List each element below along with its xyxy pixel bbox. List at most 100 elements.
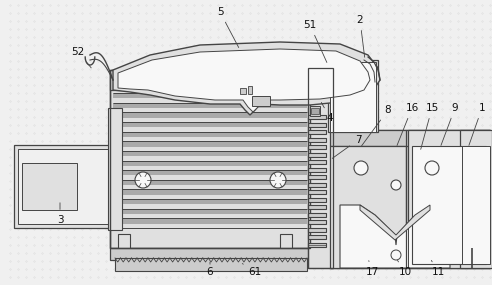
Bar bbox=[308, 182, 326, 186]
Bar bbox=[408, 130, 490, 268]
Bar bbox=[14, 145, 114, 228]
Bar bbox=[330, 62, 376, 132]
Bar bbox=[113, 195, 307, 199]
Bar bbox=[118, 234, 130, 248]
Bar bbox=[113, 185, 307, 190]
Bar bbox=[18, 149, 110, 224]
Circle shape bbox=[135, 172, 151, 188]
Circle shape bbox=[425, 161, 439, 175]
Bar bbox=[113, 204, 307, 209]
Bar bbox=[240, 88, 246, 94]
Bar bbox=[308, 68, 333, 268]
Bar bbox=[328, 60, 378, 132]
Bar bbox=[115, 258, 307, 271]
Bar bbox=[252, 96, 270, 106]
Bar bbox=[248, 86, 252, 94]
Text: 61: 61 bbox=[242, 264, 262, 277]
Bar bbox=[308, 123, 326, 127]
Bar bbox=[113, 176, 307, 180]
Bar bbox=[113, 151, 307, 156]
Polygon shape bbox=[340, 205, 450, 268]
Polygon shape bbox=[118, 49, 370, 112]
Bar bbox=[113, 190, 307, 195]
Bar bbox=[308, 175, 326, 179]
Bar bbox=[308, 130, 326, 134]
Text: 6: 6 bbox=[207, 262, 214, 277]
Bar bbox=[308, 115, 326, 119]
Bar bbox=[308, 213, 326, 217]
Bar bbox=[460, 130, 492, 268]
Bar bbox=[308, 198, 326, 201]
Text: 51: 51 bbox=[304, 20, 327, 62]
Bar bbox=[22, 163, 77, 210]
Text: 16: 16 bbox=[397, 103, 419, 145]
Polygon shape bbox=[360, 205, 430, 240]
Text: 4: 4 bbox=[321, 102, 333, 123]
Bar bbox=[308, 68, 333, 268]
Bar bbox=[110, 70, 310, 90]
Bar bbox=[113, 199, 307, 204]
Bar bbox=[113, 108, 307, 112]
Circle shape bbox=[391, 250, 401, 260]
Text: 9: 9 bbox=[441, 103, 459, 145]
Bar bbox=[308, 205, 326, 209]
Text: 15: 15 bbox=[421, 103, 439, 149]
Bar bbox=[113, 127, 307, 132]
Text: 17: 17 bbox=[366, 261, 379, 277]
Bar bbox=[113, 112, 307, 118]
Bar bbox=[308, 220, 326, 224]
Circle shape bbox=[391, 180, 401, 190]
Bar bbox=[280, 234, 292, 248]
Bar bbox=[113, 137, 307, 141]
Text: 2: 2 bbox=[357, 15, 365, 57]
Bar bbox=[113, 93, 307, 98]
Bar bbox=[330, 130, 490, 146]
Bar bbox=[113, 146, 307, 151]
Bar bbox=[462, 146, 490, 264]
Bar bbox=[308, 152, 326, 156]
Bar bbox=[113, 122, 307, 127]
Bar bbox=[311, 108, 319, 114]
Polygon shape bbox=[113, 42, 380, 115]
Bar bbox=[110, 70, 310, 248]
Text: 52: 52 bbox=[71, 47, 91, 68]
Text: 1: 1 bbox=[469, 103, 485, 145]
Bar bbox=[113, 98, 307, 103]
Bar bbox=[113, 170, 307, 176]
Bar bbox=[113, 166, 307, 170]
Bar bbox=[330, 130, 490, 268]
Text: 7: 7 bbox=[332, 135, 361, 158]
Bar bbox=[113, 132, 307, 137]
Bar bbox=[113, 118, 307, 122]
Bar bbox=[110, 70, 310, 248]
Bar bbox=[308, 145, 326, 149]
Bar bbox=[108, 108, 122, 230]
Bar bbox=[412, 146, 486, 264]
Bar bbox=[330, 146, 406, 268]
Bar bbox=[110, 248, 310, 260]
Circle shape bbox=[270, 172, 286, 188]
Bar bbox=[113, 141, 307, 146]
Text: 3: 3 bbox=[57, 203, 63, 225]
Bar bbox=[308, 227, 326, 231]
Bar bbox=[113, 218, 307, 224]
Text: 10: 10 bbox=[398, 260, 412, 277]
Bar bbox=[113, 214, 307, 218]
Text: 8: 8 bbox=[362, 105, 391, 146]
Bar bbox=[308, 190, 326, 194]
Bar bbox=[113, 160, 307, 166]
Bar bbox=[113, 209, 307, 214]
Text: 11: 11 bbox=[431, 260, 445, 277]
Bar bbox=[113, 224, 307, 228]
Bar bbox=[310, 106, 320, 116]
Bar bbox=[308, 137, 326, 141]
Bar bbox=[308, 235, 326, 239]
Circle shape bbox=[354, 161, 368, 175]
Bar bbox=[308, 243, 326, 247]
Bar bbox=[113, 180, 307, 185]
Bar bbox=[113, 103, 307, 108]
Bar bbox=[308, 168, 326, 172]
Text: 5: 5 bbox=[216, 7, 239, 48]
Bar bbox=[113, 156, 307, 160]
Bar bbox=[308, 160, 326, 164]
